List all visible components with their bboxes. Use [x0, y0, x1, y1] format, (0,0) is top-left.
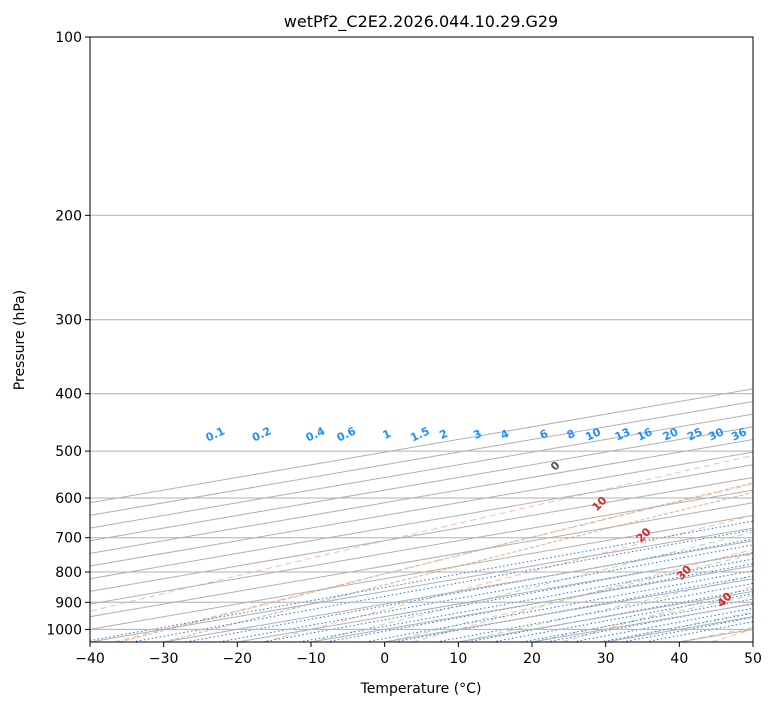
chart-title: wetPf2_C2E2.2026.044.10.29.G29: [284, 12, 558, 32]
moist-adiabat: [458, 575, 753, 642]
x-tick-label: −40: [75, 651, 105, 667]
mixing-ratio-label: 16: [635, 425, 655, 443]
x-tick-label: 0: [380, 651, 389, 667]
y-tick-label: 600: [55, 491, 82, 507]
isotherm-line: [90, 476, 753, 592]
y-tick-label: 200: [55, 208, 82, 224]
x-tick-label: 10: [449, 651, 467, 667]
mixing-ratio-line: [131, 529, 753, 642]
dry-adiabat: [562, 586, 753, 642]
x-tick-label: −10: [296, 651, 326, 667]
y-tick-label: 900: [55, 595, 82, 611]
isotherm-line: [90, 464, 753, 580]
isotherm-line: [90, 489, 753, 605]
isotherm-line: [90, 502, 753, 618]
isotherm-line: [90, 514, 753, 630]
isotherm-line: [90, 451, 753, 567]
mixing-ratio-label: 20: [661, 425, 681, 443]
y-tick-label: 400: [55, 387, 82, 403]
y-axis-label: Pressure (hPa): [12, 290, 28, 390]
mixing-ratio-label: 25: [685, 425, 704, 443]
x-tick-label: 50: [744, 651, 762, 667]
mixing-ratio-label: 13: [613, 425, 632, 443]
x-tick-label: −20: [223, 651, 253, 667]
x-tick-label: 20: [523, 651, 541, 667]
mixing-ratio-label: 36: [729, 425, 749, 443]
x-tick-label: 40: [670, 651, 688, 667]
x-axis-label: Temperature (°C): [360, 681, 482, 697]
x-tick-label: −30: [149, 651, 179, 667]
isotherm-line: [90, 438, 753, 554]
isotherm-line: [163, 540, 753, 642]
mixing-ratio-label: 10: [583, 425, 603, 443]
y-tick-label: 800: [55, 565, 82, 581]
mixing-ratio-line: [185, 538, 753, 642]
plot-frame: [89, 36, 754, 643]
moist-adiabat: [531, 594, 753, 642]
mixing-ratio-label: 30: [706, 425, 726, 443]
mixing-ratio-line: [218, 544, 753, 642]
mixing-ratio-line: [572, 607, 753, 642]
mixing-ratio-line: [599, 612, 753, 642]
dry-adiabat: [263, 514, 753, 642]
y-tick-label: 500: [55, 444, 82, 460]
y-tick-label: 1000: [46, 622, 82, 638]
dry-adiabat: [113, 483, 753, 642]
y-tick-label: 100: [55, 30, 82, 46]
x-axis: −40 −30 −20 −10 0 10 20 30 40 50: [75, 642, 762, 667]
x-tick-label: 30: [597, 651, 615, 667]
mixing-ratio-line: [299, 558, 753, 642]
background-lines: [90, 37, 753, 642]
isotherm-line: [90, 527, 753, 642]
y-tick-label: 300: [55, 313, 82, 329]
y-axis: 100 200 300 400 500 600 700 800 900 1000: [46, 30, 90, 638]
y-tick-label: 700: [55, 531, 82, 547]
mixing-ratio-line: [522, 598, 753, 642]
